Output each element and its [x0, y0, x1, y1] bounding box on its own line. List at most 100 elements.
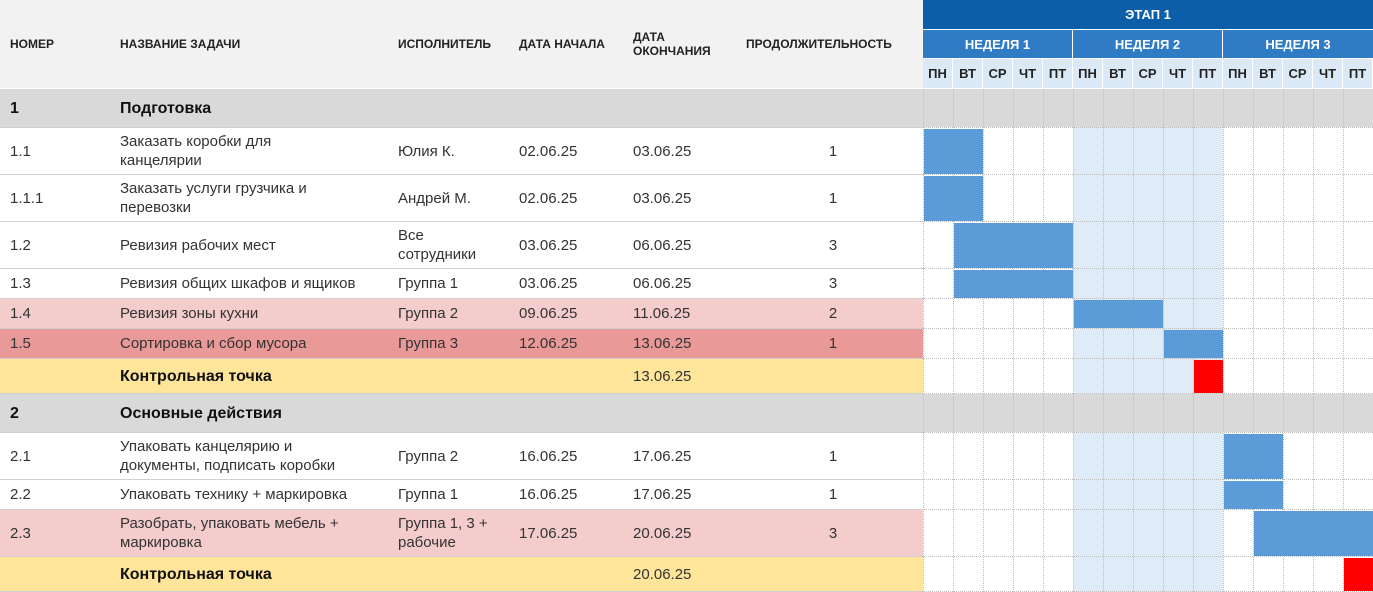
task-owner[interactable]: Группа 2: [398, 305, 459, 322]
task-name[interactable]: Ревизия зоны кухни: [120, 305, 259, 322]
task-name[interactable]: Заказать коробки для канцелярии: [120, 133, 272, 169]
timeline-day-пт: ПТ: [1193, 59, 1222, 88]
task-owner[interactable]: Группа 1: [398, 486, 459, 503]
task-end-date[interactable]: 17.06.25: [633, 447, 692, 465]
task-end-date[interactable]: 03.06.25: [633, 189, 692, 207]
gantt-row-divider: [923, 328, 1373, 329]
milestone-marker[interactable]: [1194, 360, 1223, 393]
task-owner[interactable]: Юлия К.: [398, 142, 455, 160]
gantt-bar[interactable]: [954, 270, 1073, 298]
row-divider: [0, 393, 923, 394]
section-title: Основные действия: [120, 404, 282, 422]
task-row: [0, 128, 923, 174]
task-duration[interactable]: 3: [828, 524, 838, 542]
task-row: [0, 510, 923, 556]
timeline-stage: ЭТАП 1: [923, 0, 1373, 29]
task-name[interactable]: Ревизия рабочих мест: [120, 236, 276, 254]
milestone-row: [0, 359, 923, 393]
gantt-grid-line: [1073, 89, 1074, 592]
task-number: 1.4: [10, 305, 31, 322]
task-owner[interactable]: Группа 2: [398, 447, 459, 465]
task-duration[interactable]: 1: [828, 486, 838, 503]
timeline-day-вт: ВТ: [1253, 59, 1282, 88]
header-owner[interactable]: ИСПОЛНИТЕЛЬ: [388, 0, 509, 88]
gantt-bar[interactable]: [1224, 434, 1283, 479]
task-duration[interactable]: 3: [828, 236, 838, 254]
task-end-date[interactable]: 06.06.25: [633, 236, 692, 254]
gantt-bar[interactable]: [924, 129, 983, 174]
task-duration[interactable]: 1: [828, 447, 838, 465]
task-end-date[interactable]: 20.06.25: [633, 524, 692, 542]
header-end-date[interactable]: ДАТА ОКОНЧАНИЯ: [623, 0, 728, 88]
gantt-row-divider: [923, 432, 1373, 433]
row-divider: [0, 221, 923, 222]
gantt-bar[interactable]: [1254, 511, 1373, 556]
gantt-bar[interactable]: [1074, 300, 1163, 328]
timeline-day-пн: ПН: [1223, 59, 1252, 88]
task-row: [0, 480, 923, 509]
task-number: 2.2: [10, 486, 31, 503]
row-divider: [0, 328, 923, 329]
task-start-date[interactable]: 03.06.25: [519, 236, 578, 254]
gantt-grid-line: [983, 89, 984, 592]
gantt-bar[interactable]: [1164, 330, 1223, 358]
section-row: [0, 89, 923, 127]
section-row: [0, 394, 923, 432]
task-name[interactable]: Упаковать технику + маркировка: [120, 486, 348, 503]
task-start-date[interactable]: 16.06.25: [519, 486, 578, 503]
task-name[interactable]: Заказать услуги грузчика и перевозки: [120, 180, 307, 216]
task-start-date[interactable]: 09.06.25: [519, 305, 578, 322]
timeline-week-1: НЕДЕЛЯ 1: [923, 30, 1072, 58]
task-owner[interactable]: Группа 1, 3 + рабочие: [398, 515, 488, 551]
task-owner[interactable]: Андрей М.: [398, 189, 471, 207]
task-duration[interactable]: 1: [828, 142, 838, 160]
timeline-day-чт: ЧТ: [1313, 59, 1342, 88]
header-task-name[interactable]: НАЗВАНИЕ ЗАДАЧИ: [110, 0, 388, 88]
timeline-day-ср: СР: [1283, 59, 1312, 88]
task-start-date[interactable]: 02.06.25: [519, 142, 578, 160]
task-name[interactable]: Сортировка и сбор мусора: [120, 335, 307, 352]
gantt-bar[interactable]: [954, 223, 1073, 268]
task-end-date[interactable]: 17.06.25: [633, 486, 692, 503]
gantt-row-divider: [923, 127, 1373, 128]
task-start-date[interactable]: 16.06.25: [519, 447, 578, 465]
timeline-day-ср: СР: [983, 59, 1012, 88]
gantt-grid-line: [1133, 89, 1134, 592]
task-start-date[interactable]: 12.06.25: [519, 335, 578, 352]
task-number: 1.1: [10, 142, 31, 160]
gantt-grid-line: [953, 89, 954, 592]
task-duration[interactable]: 2: [828, 305, 838, 322]
milestone-marker[interactable]: [1344, 558, 1373, 591]
section-number: 2: [10, 404, 19, 422]
task-row: [0, 175, 923, 221]
header-end-date-line1: ДАТА: [633, 30, 665, 44]
task-name[interactable]: Разобрать, упаковать мебель + маркировка: [120, 515, 339, 551]
task-duration[interactable]: 1: [828, 335, 838, 352]
gantt-bar[interactable]: [924, 176, 983, 221]
task-owner[interactable]: Группа 3: [398, 335, 459, 352]
task-owner[interactable]: Группа 1: [398, 275, 459, 292]
task-duration[interactable]: 3: [828, 275, 838, 292]
gantt-row-divider: [923, 174, 1373, 175]
task-name[interactable]: Упаковать канцелярию и документы, подписа…: [120, 438, 336, 474]
task-duration[interactable]: 1: [828, 189, 838, 207]
header-start-date[interactable]: ДАТА НАЧАЛА: [509, 0, 623, 88]
gantt-grid-line: [1163, 89, 1164, 592]
gantt-bar[interactable]: [1224, 481, 1283, 509]
header-num[interactable]: НОМЕР: [0, 0, 110, 88]
task-end-date[interactable]: 06.06.25: [633, 275, 692, 292]
task-name[interactable]: Ревизия общих шкафов и ящиков: [120, 275, 356, 292]
task-start-date[interactable]: 02.06.25: [519, 189, 578, 207]
task-end-date[interactable]: 03.06.25: [633, 142, 692, 160]
task-start-date[interactable]: 17.06.25: [519, 524, 578, 542]
timeline-day-чт: ЧТ: [1013, 59, 1042, 88]
task-owner[interactable]: Все сотрудники: [398, 227, 477, 263]
timeline-day-ср: СР: [1133, 59, 1162, 88]
task-end-date[interactable]: 11.06.25: [633, 305, 691, 322]
task-number: 2.1: [10, 447, 31, 465]
task-end-date[interactable]: 13.06.25: [633, 335, 692, 352]
task-row: [0, 329, 923, 358]
task-start-date[interactable]: 03.06.25: [519, 275, 578, 292]
header-duration[interactable]: ПРОДОЛЖИТЕЛЬНОСТЬ: [728, 0, 923, 88]
